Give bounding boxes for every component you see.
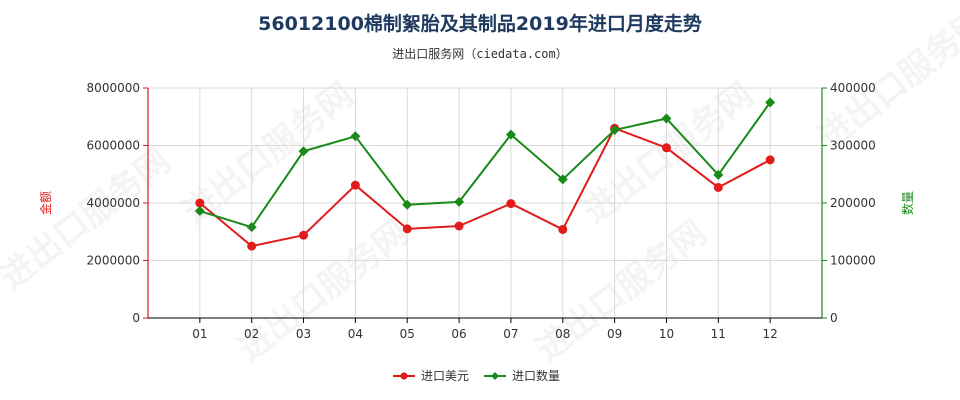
series-1-point-08: [558, 224, 568, 234]
series-2-point-05: [402, 199, 413, 210]
series-1-point-11: [713, 182, 723, 192]
x-tick-label-12: 12: [763, 327, 778, 341]
legend-label-2: 进口数量: [512, 368, 560, 383]
series-1-point-03: [299, 230, 309, 240]
series-1-point-05: [402, 224, 412, 234]
left-tick-label-1: 2000000: [87, 254, 140, 268]
series-1-point-07: [506, 199, 516, 209]
chart-subtitle: 进出口服务网（ciedata.com）: [392, 46, 567, 61]
left-tick-label-4: 8000000: [87, 81, 140, 95]
series-2-point-08: [557, 174, 568, 185]
series-1-point-12: [765, 155, 775, 165]
x-tick-label-04: 04: [348, 327, 363, 341]
axes-layer: 0 2000000 4000000 6000000 8000000 0 100000 2000…: [87, 81, 876, 341]
series-line-1: [198, 127, 772, 248]
series-1-point-10: [661, 143, 671, 153]
series-2-point-06: [454, 196, 465, 207]
series-2-point-01: [194, 206, 205, 217]
series-2-point-11: [713, 169, 724, 180]
watermark-text-5: 进出口服务网: [529, 213, 714, 370]
x-tick-label-01: 01: [192, 327, 207, 341]
series-2-point-07: [505, 129, 516, 140]
left-tick-label-3: 6000000: [87, 139, 140, 153]
watermark-text-2: 进出口服务网: [176, 75, 361, 232]
x-tick-label-11: 11: [711, 327, 726, 341]
series-2-point-10: [661, 113, 672, 124]
watermark-text-3: 进出口服务网: [231, 213, 416, 370]
legend-marker-2: [491, 372, 499, 380]
series-1-point-02: [247, 241, 257, 251]
x-tick-label-03: 03: [296, 327, 311, 341]
labels-layer: 金额 数量: [38, 191, 915, 215]
left-axis-title: 金额: [38, 191, 53, 215]
right-tick-label-3: 300000: [830, 139, 876, 153]
series-2-point-12: [765, 97, 776, 108]
x-tick-label-05: 05: [400, 327, 415, 341]
series-line-2: [198, 101, 772, 229]
x-tick-label-02: 02: [244, 327, 259, 341]
right-axis-title: 数量: [900, 191, 915, 215]
right-tick-label-4: 400000: [830, 81, 876, 95]
series-layer: [194, 97, 776, 251]
x-tick-label-07: 07: [503, 327, 518, 341]
series-2-point-03: [298, 146, 309, 157]
left-tick-label-0: 0: [132, 311, 140, 325]
series-2-point-09: [609, 124, 620, 135]
x-tick-label-06: 06: [451, 327, 466, 341]
series-1-point-06: [454, 221, 464, 231]
chart-title: 56012100棉制絮胎及其制品2019年进口月度走势: [258, 12, 702, 35]
legend-marker-1: [400, 372, 408, 380]
watermark-text-6: 进出口服务网: [811, 1, 960, 158]
watermark-text-1: 进出口服务网: [0, 141, 178, 298]
x-tick-label-08: 08: [555, 327, 570, 341]
left-tick-label-2: 4000000: [87, 196, 140, 210]
series-2-point-02: [246, 222, 257, 233]
series-1-point-01: [195, 198, 205, 208]
right-tick-label-2: 200000: [830, 196, 876, 210]
x-tick-label-09: 09: [607, 327, 622, 341]
right-tick-label-0: 0: [830, 311, 838, 325]
right-tick-label-1: 100000: [830, 254, 876, 268]
legend-layer: 进口美元 进口数量: [393, 368, 560, 383]
series-2-point-04: [350, 131, 361, 142]
x-tick-label-10: 10: [659, 327, 674, 341]
legend-label-1: 进口美元: [421, 369, 469, 383]
series-1-point-04: [350, 180, 360, 190]
